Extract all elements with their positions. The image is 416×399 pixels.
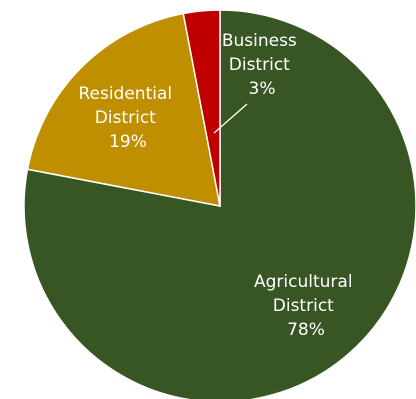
label-agricultural: Agricultural District 78% bbox=[254, 272, 358, 340]
label-business: Business District 3% bbox=[222, 31, 302, 99]
pie-slice-business bbox=[182, 9, 221, 207]
business-leader-line bbox=[213, 103, 248, 134]
label-business-line1: Business bbox=[222, 31, 297, 51]
pie-slice-residential bbox=[26, 12, 221, 207]
label-agricultural-line1: Agricultural bbox=[254, 272, 353, 292]
pie-slice-agricultural bbox=[23, 9, 416, 399]
pie-slices bbox=[23, 9, 416, 399]
label-agricultural-value: 78% bbox=[287, 320, 325, 340]
label-business-value: 3% bbox=[249, 79, 276, 99]
label-residential-line2: District bbox=[95, 108, 156, 128]
label-business-line2: District bbox=[229, 55, 290, 75]
label-residential-value: 19% bbox=[109, 132, 147, 152]
label-residential: Residential District 19% bbox=[78, 84, 177, 152]
label-agricultural-line2: District bbox=[273, 296, 334, 316]
label-residential-line1: Residential bbox=[78, 84, 172, 104]
